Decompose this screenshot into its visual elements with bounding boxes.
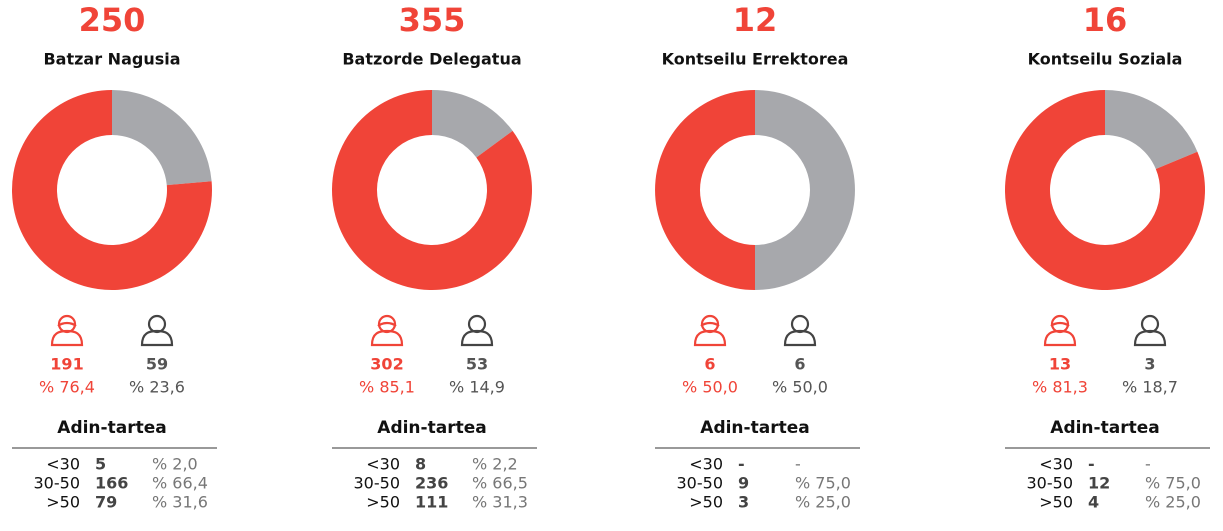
age-percent: % 75,0 — [1145, 474, 1201, 493]
total: 250 — [79, 1, 146, 39]
donut-slice — [755, 90, 855, 290]
age-count: 166 — [95, 474, 128, 493]
count: 13 — [1049, 355, 1071, 374]
panel-title: Kontseilu Errektorea — [662, 50, 849, 69]
percent: % 76,4 — [39, 378, 95, 397]
percent: % 18,7 — [1122, 378, 1178, 397]
icon-hair — [377, 321, 397, 327]
female-icon — [50, 314, 84, 347]
panel-title: Batzorde Delegatua — [342, 50, 521, 69]
panel-title: Kontseilu Soziala — [1028, 50, 1183, 69]
age-label: 30-50 — [1027, 474, 1074, 493]
count: 191 — [50, 355, 83, 374]
donut-slice — [655, 90, 755, 290]
age-percent: - — [795, 455, 801, 474]
age-title: Adin-tartea — [377, 418, 486, 438]
icon-head — [1140, 314, 1160, 334]
age-label: <30 — [366, 455, 400, 474]
icon-body — [1133, 329, 1167, 347]
icon-body — [370, 329, 404, 347]
age-label: >50 — [366, 493, 400, 512]
age-count: 79 — [95, 493, 117, 512]
age-percent: % 25,0 — [1145, 493, 1201, 512]
age-title: Adin-tartea — [1050, 418, 1159, 438]
age-label: <30 — [46, 455, 80, 474]
icon-head — [790, 314, 810, 334]
age-count: - — [738, 455, 745, 474]
age-label: 30-50 — [34, 474, 81, 493]
total: 16 — [1083, 1, 1128, 39]
donut-slice — [331, 90, 532, 290]
percent: % 50,0 — [682, 378, 738, 397]
age-title: Adin-tartea — [700, 418, 809, 438]
age-count: 5 — [95, 455, 106, 474]
icon-hair — [1050, 321, 1070, 327]
age-label: >50 — [46, 493, 80, 512]
female-icon — [693, 314, 727, 347]
total: 12 — [733, 1, 778, 39]
age-count: 3 — [738, 493, 749, 512]
age-count: 4 — [1088, 493, 1099, 512]
age-percent: % 25,0 — [795, 493, 851, 512]
percent: % 81,3 — [1032, 378, 1088, 397]
age-label: <30 — [689, 455, 723, 474]
icon-body — [1043, 329, 1077, 347]
age-label: <30 — [1039, 455, 1073, 474]
percent: % 23,6 — [129, 378, 185, 397]
icon-hair — [700, 321, 720, 327]
icon-body — [693, 329, 727, 347]
count: 6 — [704, 355, 715, 374]
age-count: 8 — [415, 455, 426, 474]
percent: % 14,9 — [449, 378, 505, 397]
icon-head — [147, 314, 167, 334]
percent: % 85,1 — [359, 378, 415, 397]
icon-body — [50, 329, 84, 347]
age-count: 9 — [738, 474, 749, 493]
count: 302 — [370, 355, 403, 374]
icon-head — [467, 314, 487, 334]
donut-slice — [112, 90, 212, 186]
age-percent: % 66,4 — [152, 474, 208, 493]
age-count: 236 — [415, 474, 448, 493]
icon-body — [460, 329, 494, 347]
icon-body — [783, 329, 817, 347]
icon-body — [140, 329, 174, 347]
male-icon — [140, 314, 174, 347]
age-count: 12 — [1088, 474, 1110, 493]
female-icon — [370, 314, 404, 347]
count: 59 — [146, 355, 168, 374]
age-count: - — [1088, 455, 1095, 474]
age-label: >50 — [689, 493, 723, 512]
age-percent: % 31,3 — [472, 493, 528, 512]
donut-slice — [1105, 90, 1198, 169]
age-percent: - — [1145, 455, 1151, 474]
age-percent: % 66,5 — [472, 474, 528, 493]
female-icon — [1043, 314, 1077, 347]
panel-title: Batzar Nagusia — [43, 50, 180, 69]
male-icon — [783, 314, 817, 347]
age-count: 111 — [415, 493, 448, 512]
male-icon — [460, 314, 494, 347]
donut-slice — [11, 90, 213, 290]
icon-hair — [57, 321, 77, 327]
age-label: 30-50 — [354, 474, 401, 493]
male-icon — [1133, 314, 1167, 347]
count: 3 — [1144, 355, 1155, 374]
donut-slice — [432, 90, 513, 158]
age-title: Adin-tartea — [57, 418, 166, 438]
age-percent: % 75,0 — [795, 474, 851, 493]
age-percent: % 2,2 — [472, 455, 518, 474]
percent: % 50,0 — [772, 378, 828, 397]
age-label: >50 — [1039, 493, 1073, 512]
total: 355 — [399, 1, 466, 39]
count: 53 — [466, 355, 488, 374]
age-percent: % 2,0 — [152, 455, 198, 474]
donut-slice — [1005, 90, 1205, 290]
age-percent: % 31,6 — [152, 493, 208, 512]
count: 6 — [794, 355, 805, 374]
age-label: 30-50 — [677, 474, 724, 493]
